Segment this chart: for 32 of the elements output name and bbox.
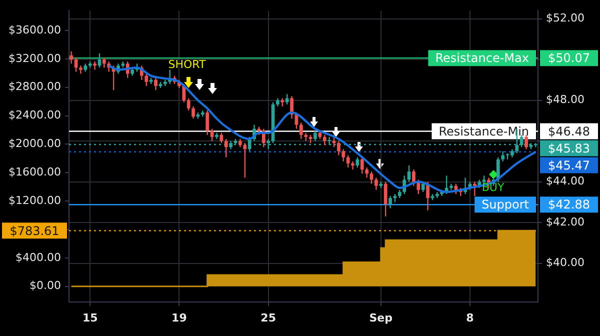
x-tick-label: 8 — [466, 311, 474, 324]
ref-line-label: Support — [482, 198, 530, 212]
ref-line-label: $45.47 — [548, 158, 590, 172]
x-tick-label: 19 — [172, 311, 187, 324]
x-tick-label: 15 — [82, 311, 98, 324]
y2-tick-label: $2400.00 — [8, 108, 61, 122]
y-tick-label: $44.00 — [546, 174, 584, 188]
text: $46.48 — [548, 124, 590, 138]
y2-tick-label: $3200.00 — [8, 52, 61, 65]
y-tick-label: $52.00 — [546, 12, 584, 25]
text: $50.07 — [548, 51, 590, 66]
y-tick-label: $48.00 — [546, 93, 584, 106]
y-tick-label: $40.00 — [546, 256, 584, 270]
text: $42.88 — [548, 198, 590, 212]
candlestick — [351, 161, 354, 170]
ref-line-label: Resistance-Max — [435, 51, 530, 66]
y2-tick-label: $400.00 — [16, 250, 61, 264]
annotation: BUY — [482, 180, 504, 194]
candlestick — [93, 62, 96, 70]
annotation: SHORT — [168, 58, 206, 71]
candlestick — [79, 66, 82, 74]
y2-tick-label: $2000.00 — [8, 137, 61, 150]
ref-line-label: $45.83 — [548, 141, 590, 156]
y-tick-label: $42.00 — [546, 215, 584, 228]
y2-tick-label: $1600.00 — [8, 166, 61, 179]
y2-tick-label: $2800.00 — [8, 80, 61, 94]
x-tick-label: Sep — [369, 311, 393, 324]
y2-tick-label: $1200.00 — [8, 194, 61, 207]
ref-line-label: $783.61 — [10, 224, 60, 238]
x-tick-label: 25 — [260, 311, 276, 324]
y2-tick-label: $3600.00 — [8, 23, 61, 36]
y2-tick-label: $0.00 — [30, 279, 61, 292]
